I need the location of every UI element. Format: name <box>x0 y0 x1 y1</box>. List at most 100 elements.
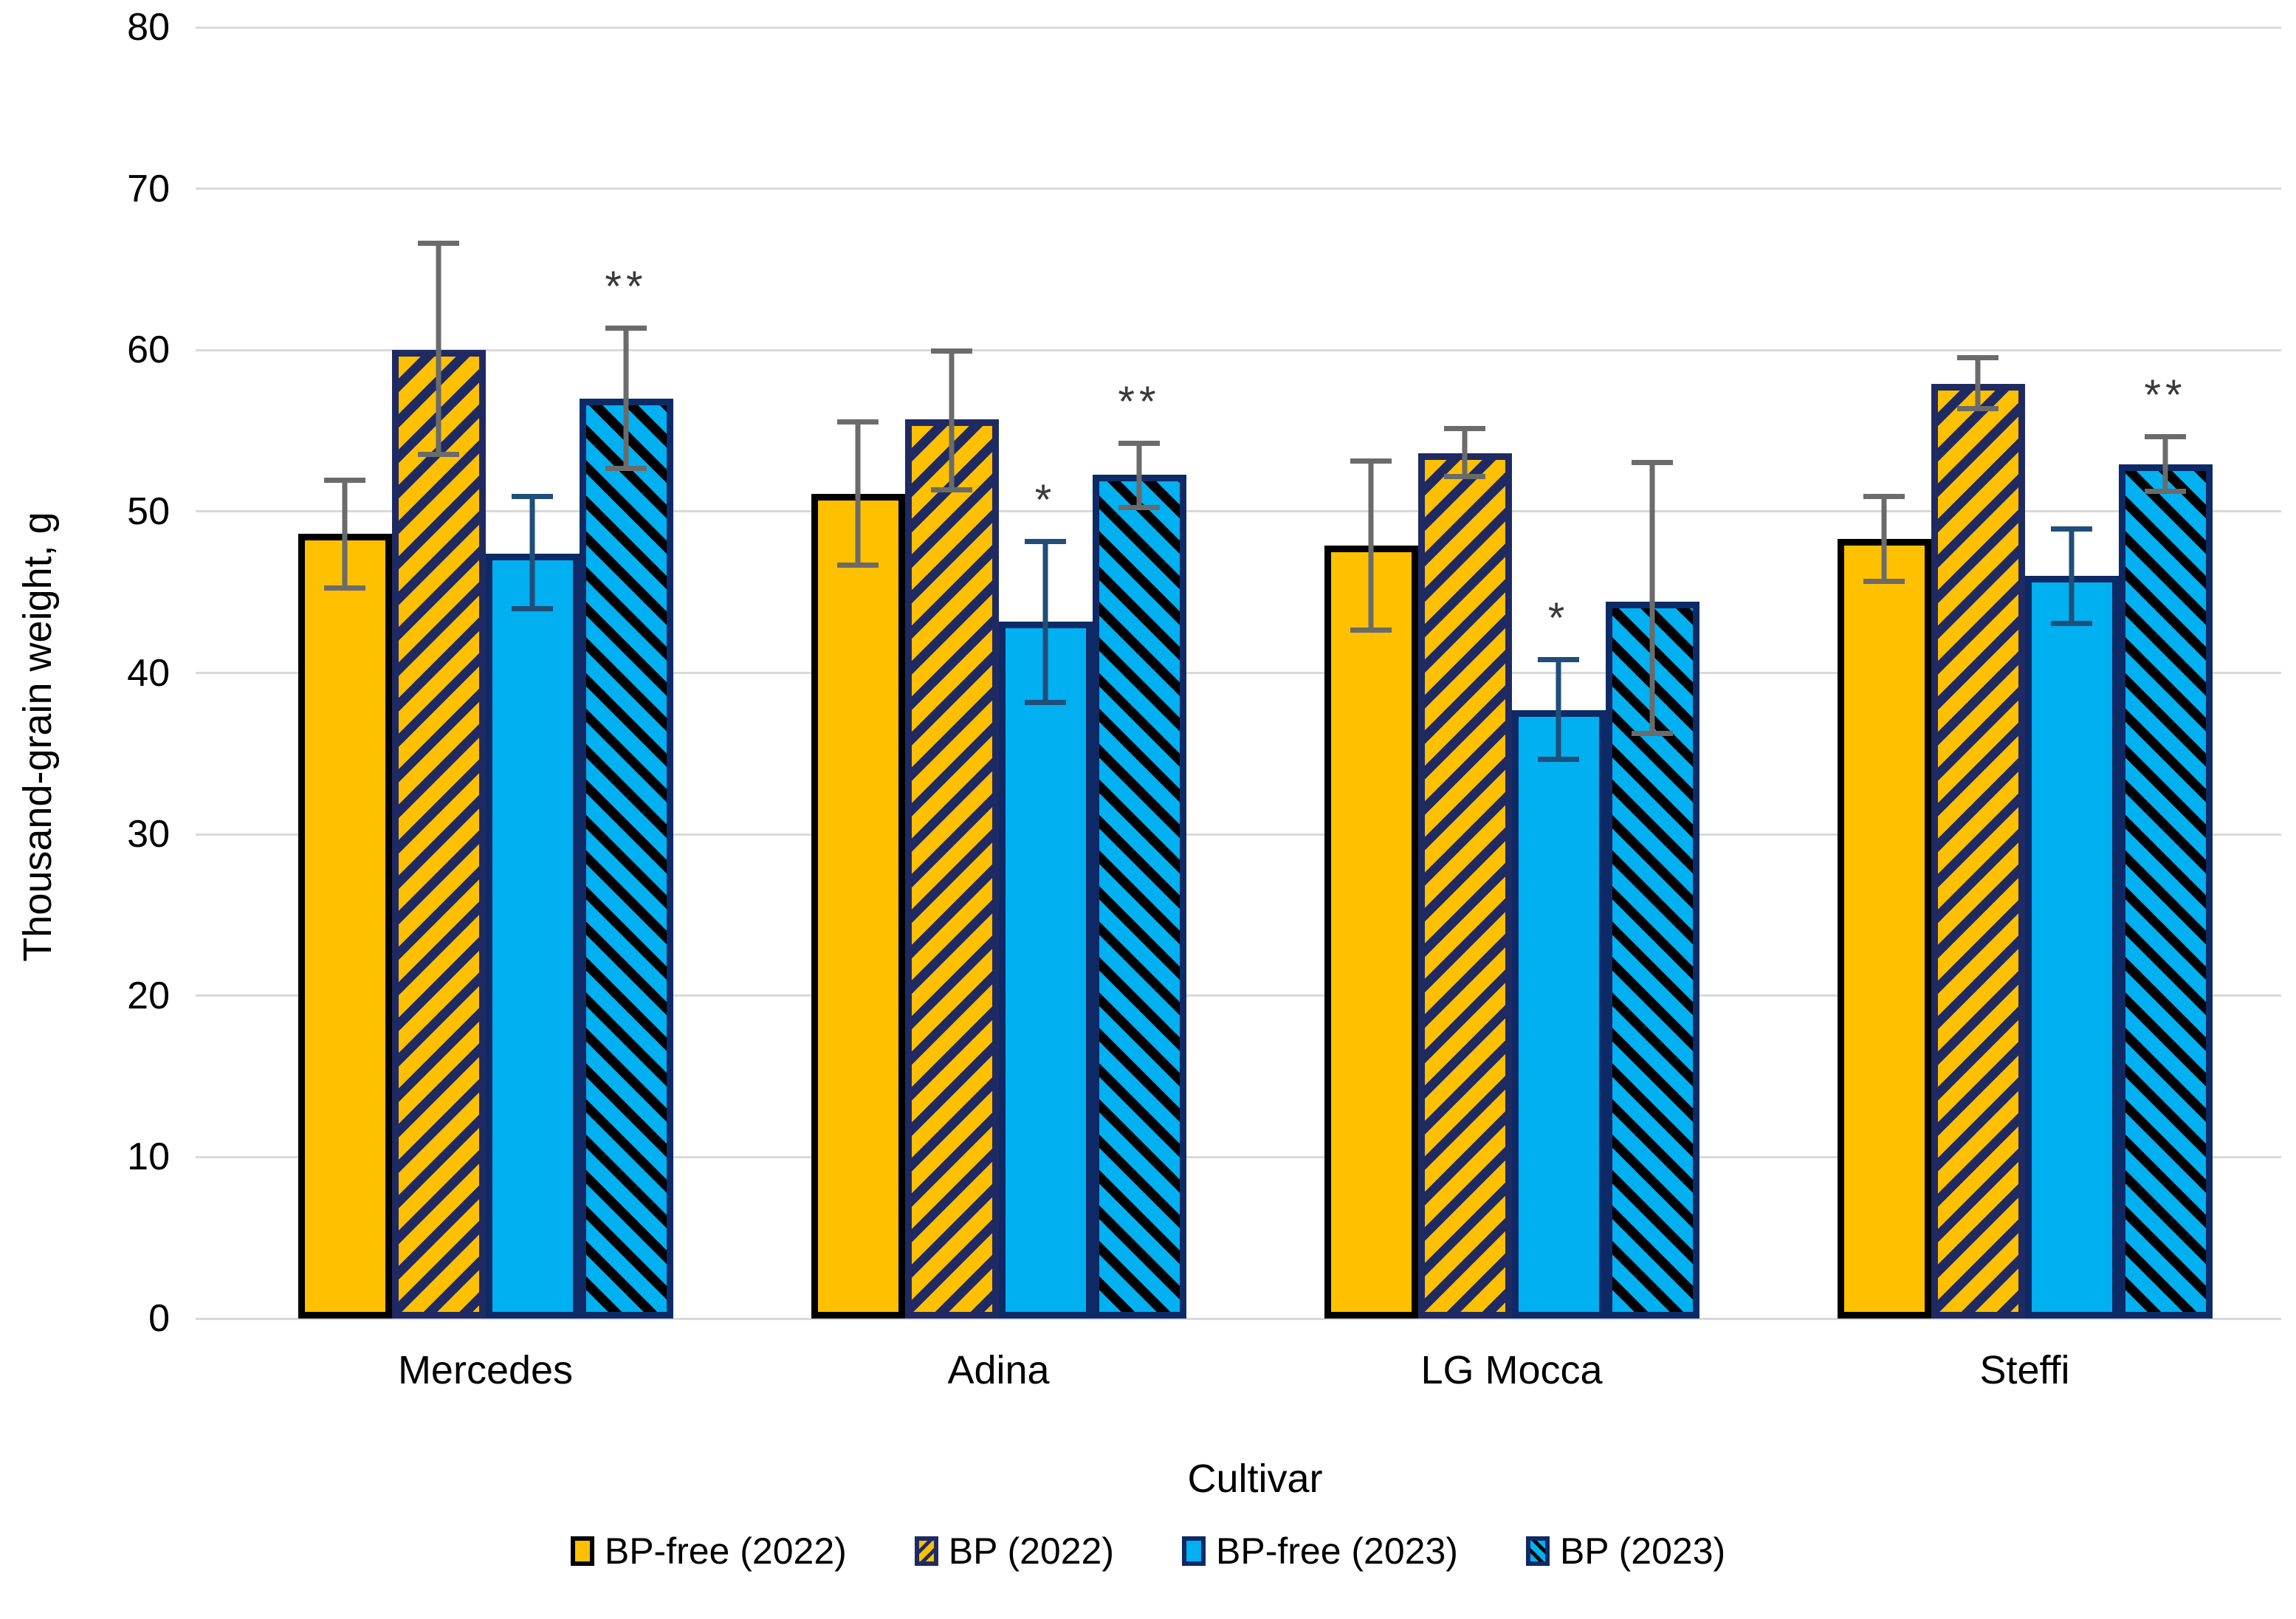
y-tick-label-70: 70 <box>127 167 170 210</box>
error-bar-line <box>1975 354 1981 412</box>
error-bar-cap-bottom <box>1632 730 1673 736</box>
y-tick-label-30: 30 <box>127 813 170 856</box>
error-bar-cap-top <box>512 493 553 499</box>
bar-group-steffi: ** <box>1768 27 2281 1319</box>
legend-swatch <box>914 1536 938 1566</box>
error-bar-cap-bottom <box>1025 700 1066 706</box>
legend-item-bp-2022: BP (2022) <box>914 1530 1114 1572</box>
significance-label: * <box>1034 476 1056 525</box>
error-bar-cap-bottom <box>1863 579 1905 585</box>
error-bar-cap-top <box>931 348 972 354</box>
bar-bp-2022-adina <box>904 348 999 1319</box>
legend-label: BP (2023) <box>1559 1530 1726 1572</box>
error-bar-cap-bottom <box>931 487 972 492</box>
bar-bp-free-2023-lg-mocca: * <box>1511 597 1606 1319</box>
legend-swatch <box>1182 1536 1206 1566</box>
legend-swatch <box>570 1536 594 1566</box>
x-axis-title: Cultivar <box>1187 1457 1323 1501</box>
bar-bp-free-2022-adina <box>811 419 905 1319</box>
bar-bp-free-2023-mercedes <box>485 493 580 1319</box>
error-bar-cap-top <box>324 477 365 483</box>
gridline-40 <box>196 672 2281 674</box>
error-bar-cap-bottom <box>2051 621 2092 627</box>
bar-bp-2023-lg-mocca <box>1605 459 1699 1319</box>
error-bar-cap-top <box>605 326 647 331</box>
error-bar-cap-bottom <box>1118 504 1160 510</box>
gridline-0 <box>196 1317 2281 1320</box>
error-bar-cap-top <box>1350 458 1392 464</box>
error-bar-cap-top <box>1444 426 1485 432</box>
y-tick-label-80: 80 <box>127 6 170 49</box>
legend-label: BP (2022) <box>948 1530 1114 1572</box>
error-bar-line <box>1462 426 1468 480</box>
error-bar-line <box>1649 459 1655 736</box>
bar-group-mercedes: ** <box>229 27 742 1319</box>
error-bar-cap-bottom <box>418 451 459 457</box>
error-bar-cap-top <box>837 419 879 425</box>
error-bar-cap-top <box>1632 459 1673 465</box>
gridline-20 <box>196 994 2281 997</box>
gridline-10 <box>196 1155 2281 1158</box>
bar-bp-free-2022-mercedes <box>298 477 392 1319</box>
error-bar-cap-top <box>1863 493 1905 499</box>
significance-label: ** <box>1118 377 1161 426</box>
gridline-50 <box>196 510 2281 513</box>
error-bar-line <box>2162 433 2168 494</box>
error-bar-line <box>2069 526 2075 627</box>
error-bar-cap-bottom <box>1957 406 1998 412</box>
error-bar-cap-top <box>418 240 459 246</box>
x-category-label-lg-mocca: LG Mocca <box>1420 1348 1603 1392</box>
x-category-label-adina: Adina <box>947 1348 1050 1392</box>
error-bar-cap-bottom <box>2145 488 2186 494</box>
error-bar-line <box>342 477 348 591</box>
error-bar-cap-top <box>2145 433 2186 439</box>
error-bar-line <box>436 240 441 457</box>
bar-group-lg-mocca: * <box>1255 27 1768 1319</box>
bar-bp-2022-steffi <box>1931 354 2025 1319</box>
x-category-label-mercedes: Mercedes <box>397 1348 574 1392</box>
error-bar-cap-bottom <box>1444 474 1485 480</box>
error-bar-cap-bottom <box>324 585 365 591</box>
legend-item-bp-2023: BP (2023) <box>1525 1530 1726 1572</box>
bar-group-adina: * ** <box>742 27 1255 1319</box>
y-tick-label-60: 60 <box>127 329 170 372</box>
bar-bp-free-2022-steffi <box>1837 493 1931 1319</box>
y-tick-label-10: 10 <box>127 1135 170 1179</box>
error-bar-line <box>1136 440 1142 510</box>
y-tick-label-40: 40 <box>127 651 170 695</box>
error-bar-line <box>1368 458 1374 633</box>
error-bar-line <box>1042 539 1048 706</box>
gridline-60 <box>196 348 2281 351</box>
legend-item-bp-free-2022: BP-free (2022) <box>570 1530 847 1572</box>
gridline-70 <box>196 188 2281 190</box>
legend-label: BP-free (2023) <box>1216 1530 1458 1572</box>
bar-bp-free-2022-lg-mocca <box>1324 458 1418 1319</box>
legend-swatch <box>1525 1536 1550 1566</box>
error-bar-line <box>529 493 535 612</box>
legend-item-bp-free-2023: BP-free (2023) <box>1182 1530 1458 1572</box>
y-tick-label-0: 0 <box>148 1297 170 1340</box>
bar-bp-2023-steffi: ** <box>2118 374 2213 1319</box>
legend-label: BP-free (2022) <box>604 1530 847 1572</box>
error-bar-line <box>949 348 955 492</box>
error-bar-line <box>855 419 861 568</box>
bar-bp-free-2023-adina: * <box>998 479 1093 1319</box>
error-bar-cap-bottom <box>1350 627 1392 633</box>
error-bar-cap-bottom <box>1538 756 1579 762</box>
y-tick-label-20: 20 <box>127 974 170 1017</box>
error-bar-cap-bottom <box>605 466 647 472</box>
y-tick-label-50: 50 <box>127 489 170 533</box>
error-bar-cap-top <box>1538 656 1579 662</box>
bar-bp-free-2023-steffi <box>2024 526 2119 1319</box>
plot-area: ** * ** * ** <box>196 26 2281 1320</box>
significance-label: ** <box>605 263 647 312</box>
error-bar-cap-top <box>1957 354 1998 360</box>
error-bar-cap-top <box>2051 526 2092 532</box>
error-bar-line <box>623 326 629 472</box>
x-category-label-steffi: Steffi <box>1979 1348 2070 1392</box>
bar-bp-2023-adina: ** <box>1092 380 1186 1319</box>
error-bar-cap-bottom <box>512 606 553 612</box>
error-bar-cap-top <box>1025 539 1066 545</box>
gridline-80 <box>196 26 2281 29</box>
error-bar-line <box>1881 493 1887 585</box>
